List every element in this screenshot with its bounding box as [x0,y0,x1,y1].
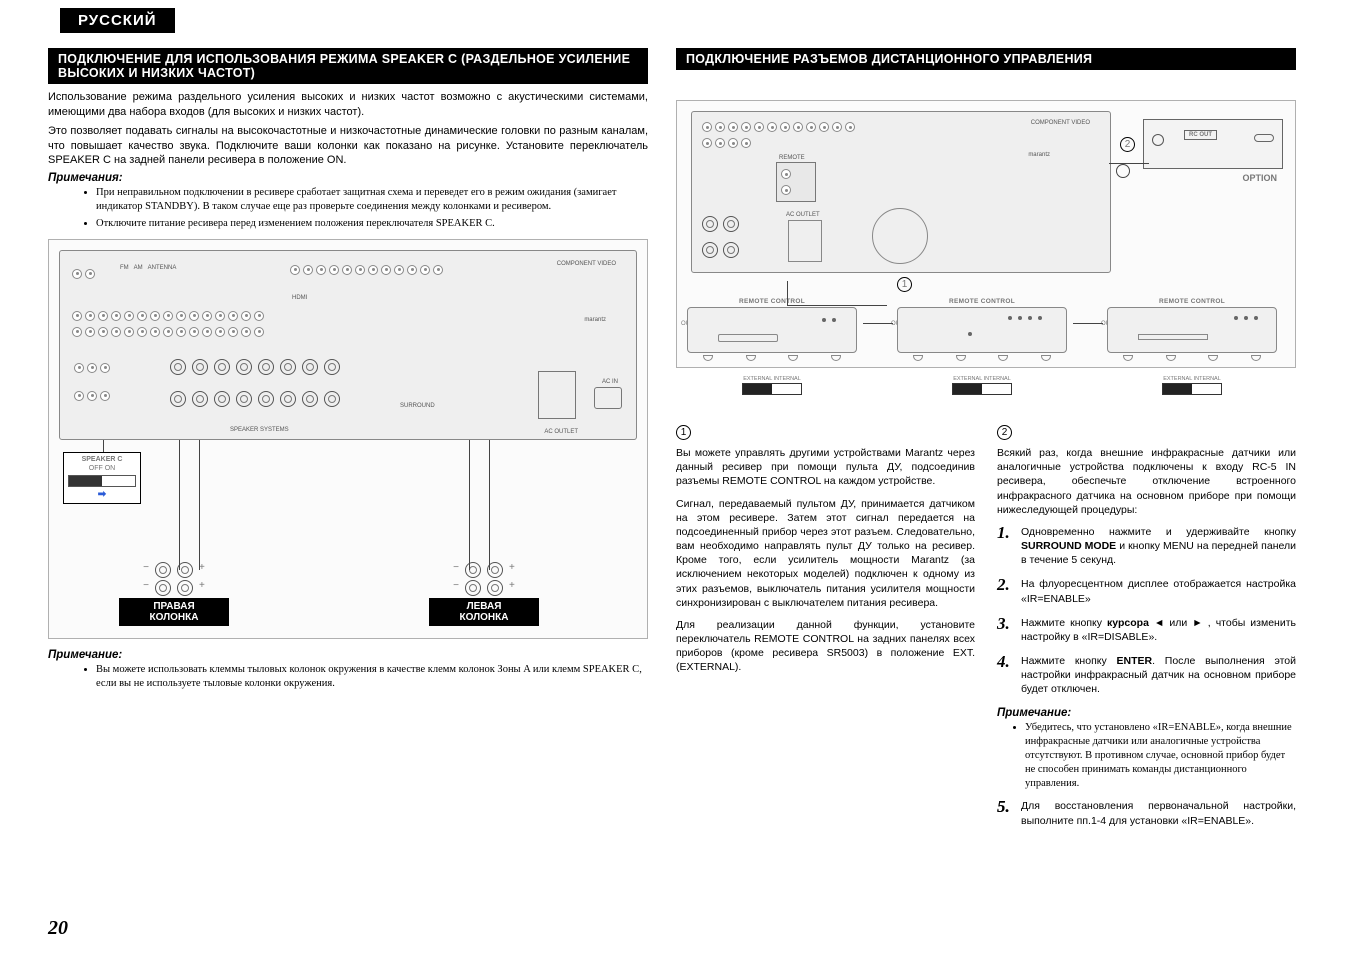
note-item: При неправильном подключении в ресивере … [96,186,648,214]
rc-out-label: RC OUT [1184,130,1217,140]
notes-list-left: При неправильном подключении в ресивере … [96,186,648,231]
callout-off-on: OFF ON [68,465,136,473]
step-text: Одновременно нажмите и удерживайте кнопк… [1021,526,1296,538]
diagram-remote-control: COMPONENT VIDEO marantz REMOTE AC OUTLET [676,100,1296,368]
left-paragraph-2: Это позволяет подавать сигналы на высоко… [48,124,648,169]
r2-intro: Всякий раз, когда внешние инфракрасные д… [997,446,1296,517]
callout-speaker-c: SPEAKER C OFF ON ➡ [63,452,141,504]
notes-label-left: Примечания: [48,172,648,184]
remote-unit-1: REMOTE CONTROL IN OUT EXTERNAL INTERNAL [687,298,857,361]
note-item: Вы можете использовать клеммы тыловых ко… [96,663,648,691]
option-panel: RC OUT [1143,119,1283,169]
page-columns: ПОДКЛЮЧЕНИЕ ДЛЯ ИСПОЛЬЗОВАНИЯ РЕЖИМА SPE… [48,48,1302,838]
note-after-label: Примечание: [48,649,648,661]
circled-2-icon: 2 [997,425,1012,440]
right-subcol-1: 1 Вы можете управлять другими устройства… [676,422,975,838]
section-title-left: ПОДКЛЮЧЕНИЕ ДЛЯ ИСПОЛЬЗОВАНИЯ РЕЖИМА SPE… [48,48,648,84]
callout-1-icon: 1 [897,277,912,292]
step-text: Нажмите кнопку [1021,617,1107,629]
remote-unit-3: REMOTE CONTROL IN OUT EXTERNAL INTERNAL [1107,298,1277,361]
right-text-subcolumns: 1 Вы можете управлять другими устройства… [676,422,1296,838]
speaker-left: −+ −+ ЛЕВАЯКОЛОНКА [429,562,539,626]
step-bold: ENTER [1117,655,1153,667]
note-after-list: Вы можете использовать клеммы тыловых ко… [96,663,648,691]
remote-control-label: REMOTE CONTROL [1107,298,1277,305]
ext-int-label: EXTERNAL INTERNAL [1162,376,1222,382]
remote-control-label: REMOTE CONTROL [897,298,1067,305]
step-bold: SURROUND MODE [1021,540,1116,552]
circled-1-icon: 1 [676,425,691,440]
r2-note-label: Примечание: [997,707,1296,719]
option-label: OPTION [1242,173,1277,183]
remote-unit-2: REMOTE CONTROL IN OUT EXTERNAL INTERNAL [897,298,1067,361]
callout-2-icon: 2 [1120,137,1135,152]
left-paragraph-1: Использование режима раздельного усилени… [48,90,648,120]
left-column: ПОДКЛЮЧЕНИЕ ДЛЯ ИСПОЛЬЗОВАНИЯ РЕЖИМА SPE… [48,48,648,838]
step-item: Одновременно нажмите и удерживайте кнопк… [997,525,1296,568]
ext-int-label: EXTERNAL INTERNAL [742,376,802,382]
step-bold: курсора [1107,617,1149,629]
steps-list: Одновременно нажмите и удерживайте кнопк… [997,525,1296,697]
ext-int-label: EXTERNAL INTERNAL [952,376,1012,382]
note-item: Отключите питание ресивера перед изменен… [96,217,648,231]
right-column: ПОДКЛЮЧЕНИЕ РАЗЪЕМОВ ДИСТАНЦИОННОГО УПРА… [676,48,1296,838]
page-number: 20 [48,917,68,940]
steps-list-cont: 5. Для восстановления первоначальной нас… [997,799,1296,827]
right-subcol-2: 2 Всякий раз, когда внешние инфракрасные… [997,422,1296,838]
remote-control-label: REMOTE CONTROL [687,298,857,305]
step-item: Нажмите кнопку ENTER. После выполнения э… [997,654,1296,697]
r1-paragraph: Сигнал, передаваемый пультом ДУ, принима… [676,497,975,610]
r2-note-list: Убедитесь, что установлено «IR=ENABLE», … [1025,721,1296,792]
callout-speaker-c-title: SPEAKER C [68,456,136,464]
speaker-left-label: ЛЕВАЯКОЛОНКА [429,598,539,626]
step-text: Для восстановления первоначальной настро… [1021,800,1296,826]
r1-paragraph: Для реализации данной функции, установит… [676,618,975,675]
step-item: 5. Для восстановления первоначальной нас… [997,799,1296,827]
speaker-right: −+ −+ ПРАВАЯКОЛОНКА [119,562,229,626]
language-tab: РУССКИЙ [60,8,175,33]
r1-paragraph: Вы можете управлять другими устройствами… [676,446,975,489]
step-item: На флуоресцентном дисплее отображается н… [997,577,1296,605]
step-text: Нажмите кнопку [1021,655,1117,667]
speaker-right-label: ПРАВАЯКОЛОНКА [119,598,229,626]
diagram-speaker-c: FM AM ANTENNA HDMI COMPONENT VIDEO [48,239,648,639]
note-item: Убедитесь, что установлено «IR=ENABLE», … [1025,721,1296,792]
section-title-right: ПОДКЛЮЧЕНИЕ РАЗЪЕМОВ ДИСТАНЦИОННОГО УПРА… [676,48,1296,70]
step-item: Нажмите кнопку курсора ◄ или ► , чтобы и… [997,616,1296,644]
